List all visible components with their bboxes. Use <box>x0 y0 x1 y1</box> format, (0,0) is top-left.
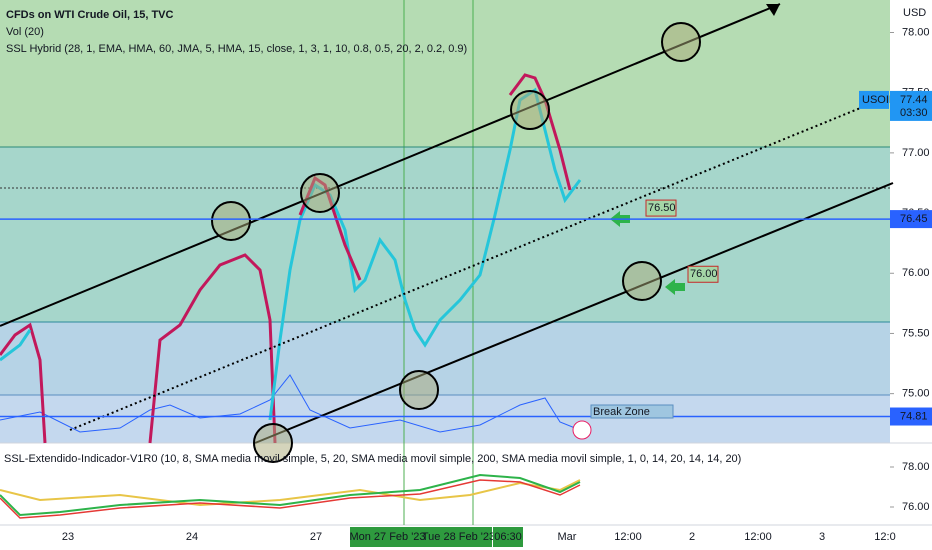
volume-ma <box>0 374 581 433</box>
ssl-label: SSL Hybrid (28, 1, EMA, HMA, 60, JMA, 5,… <box>6 43 467 55</box>
arrow-head <box>766 4 780 16</box>
circle <box>661 22 701 62</box>
x-tick-label: 2 <box>689 531 695 543</box>
annotation-label: Break Zone <box>593 406 650 418</box>
chart-title: CFDs on WTI Crude Oil, 15, TVC <box>6 9 174 21</box>
symbol-label: USOIL <box>862 94 895 106</box>
last-price-badge <box>890 90 932 121</box>
circle <box>253 423 293 463</box>
trend-line <box>254 182 894 444</box>
last-price-label: 77.44 <box>900 94 928 106</box>
unit-label: USD <box>903 7 926 19</box>
y-tick-label: 75.50 <box>902 327 930 339</box>
annotation-box <box>687 265 719 283</box>
annotation-box <box>590 404 674 419</box>
flash-icon <box>572 420 592 440</box>
circle <box>399 370 439 410</box>
symbol-badge <box>859 90 889 109</box>
price-badge <box>890 210 932 229</box>
crosshair-label: Tue 28 Feb '23 <box>422 531 495 543</box>
y-tick-label: 78.00 <box>902 461 930 473</box>
price-badge <box>890 407 932 426</box>
x-tick-label: 27 <box>310 531 322 543</box>
ssl-line <box>0 329 32 362</box>
vol-label: Vol (20) <box>6 26 44 38</box>
crosshair-badge <box>425 527 492 547</box>
x-tick-label: Mar <box>558 531 577 543</box>
y-tick-label: 76.00 <box>902 501 930 513</box>
x-tick-label: 24 <box>186 531 198 543</box>
crosshair-label: 06:30 <box>494 531 522 543</box>
ssl-line <box>508 73 572 191</box>
indicator-title: SSL-Extendido-Indicador-V1R0 (10, 8, SMA… <box>4 453 741 465</box>
countdown-label: 03:30 <box>900 107 928 119</box>
indicator-line <box>0 479 581 519</box>
x-tick-label: 12:00 <box>614 531 642 543</box>
trend-line <box>0 3 781 327</box>
x-tick-label: 12:00 <box>744 531 772 543</box>
x-tick-label: 23 <box>62 531 74 543</box>
arrow-left <box>665 279 685 295</box>
zone-teal <box>0 147 890 322</box>
price-badge-label: 76.45 <box>900 213 928 225</box>
crosshair-badge <box>350 527 425 547</box>
circle <box>510 90 550 130</box>
ssl-line <box>0 322 47 444</box>
y-tick-label: 77.00 <box>902 147 930 159</box>
indicator-line <box>0 473 581 517</box>
crosshair-label: Mon 27 Feb '23 <box>349 531 425 543</box>
ssl-line <box>148 253 277 444</box>
y-tick-label: 78.00 <box>902 26 930 38</box>
annotation-label: 76.00 <box>690 268 718 280</box>
x-tick-label: 12:0 <box>874 531 895 543</box>
circle <box>300 173 340 213</box>
indicator-line <box>0 479 581 507</box>
annotation-label: 76.50 <box>648 202 676 214</box>
trend-line-dotted <box>69 97 886 431</box>
y-tick-label: 76.00 <box>902 267 930 279</box>
circle <box>211 201 251 241</box>
zone-green <box>0 0 890 147</box>
y-tick-label: 75.00 <box>902 388 930 400</box>
annotation-box <box>645 199 677 217</box>
break-zone <box>0 395 890 443</box>
price-badge-label: 74.81 <box>900 410 928 422</box>
circle <box>622 261 662 301</box>
crosshair-badge <box>493 527 523 547</box>
touch-circles <box>211 22 701 463</box>
x-tick-label: 3 <box>819 531 825 543</box>
